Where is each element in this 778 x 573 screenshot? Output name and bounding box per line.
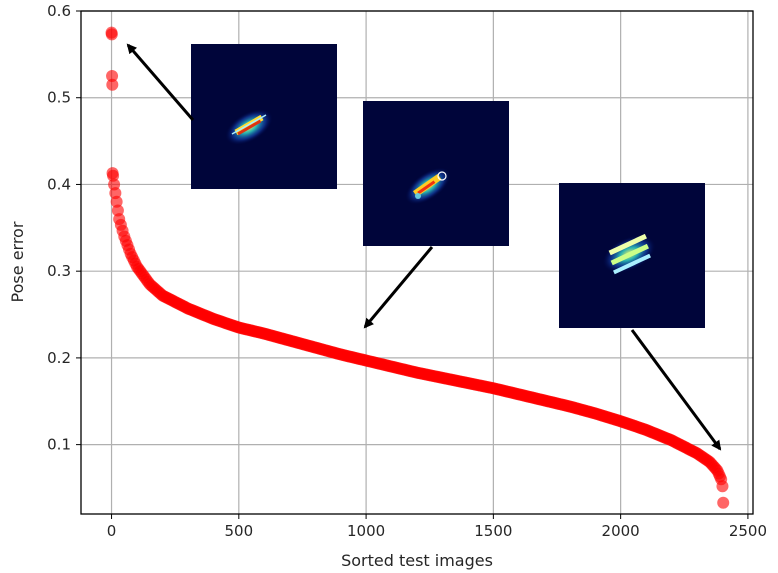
arrow-to-low-error (630, 329, 722, 451)
x-tick-label: 1000 (347, 522, 385, 540)
data-point (487, 382, 500, 395)
inset-low-error (559, 183, 705, 328)
arrow-to-high-error (126, 43, 195, 121)
arrow-to-mid-error (363, 246, 434, 329)
y-tick-label: 0.2 (47, 349, 71, 367)
data-point (113, 213, 126, 226)
data-point (640, 423, 653, 436)
data-point (589, 407, 602, 420)
data-point (156, 289, 169, 302)
data-point (110, 195, 123, 208)
data-point (614, 415, 627, 428)
data-point (118, 230, 131, 243)
data-point (411, 366, 423, 379)
x-tick-label: 2500 (729, 522, 767, 540)
data-point (717, 496, 730, 509)
data-point (181, 302, 194, 315)
x-tick-label: 0 (107, 522, 117, 540)
data-point (360, 354, 373, 367)
data-point (143, 278, 156, 291)
data-point (563, 400, 576, 413)
data-point (106, 70, 119, 83)
x-tick-label: 500 (224, 522, 253, 540)
data-point (385, 360, 398, 373)
plot-frame (80, 10, 754, 515)
y-tick-label: 0.5 (47, 89, 71, 107)
data-point (436, 371, 449, 384)
data-point (665, 434, 678, 447)
data-point (106, 78, 119, 91)
inset-high-error (191, 44, 337, 189)
data-point (309, 341, 322, 354)
y-tick-label: 0.6 (47, 2, 71, 20)
annotation-arrows (126, 43, 722, 451)
y-tick-label: 0.3 (47, 262, 71, 280)
data-point (107, 169, 120, 182)
data-points (105, 26, 730, 509)
data-point (691, 447, 703, 460)
data-point (124, 247, 137, 260)
data-point (283, 334, 296, 347)
x-axis-label: Sorted test images (341, 551, 493, 570)
y-tick-label: 0.1 (47, 436, 71, 454)
x-tick-label: 2000 (602, 522, 640, 540)
data-point (716, 480, 729, 493)
data-point (131, 260, 143, 273)
data-point (538, 394, 551, 407)
data-point (703, 455, 716, 468)
y-axis-label: Pose error (8, 221, 27, 302)
data-point (105, 28, 118, 41)
data-point (207, 312, 220, 325)
x-axis-ticks: 0 500 1000 1500 2000 2500 (107, 514, 767, 540)
data-point (334, 348, 347, 361)
x-tick-label: 1500 (474, 522, 512, 540)
y-axis-ticks: 0.1 0.2 0.3 0.4 0.5 0.6 (47, 2, 81, 454)
data-point (512, 388, 525, 401)
data-point (461, 377, 474, 390)
data-point (232, 321, 245, 334)
y-tick-label: 0.4 (47, 175, 71, 193)
data-point (258, 327, 271, 340)
inset-mid-error (363, 101, 509, 246)
data-point (108, 178, 121, 191)
